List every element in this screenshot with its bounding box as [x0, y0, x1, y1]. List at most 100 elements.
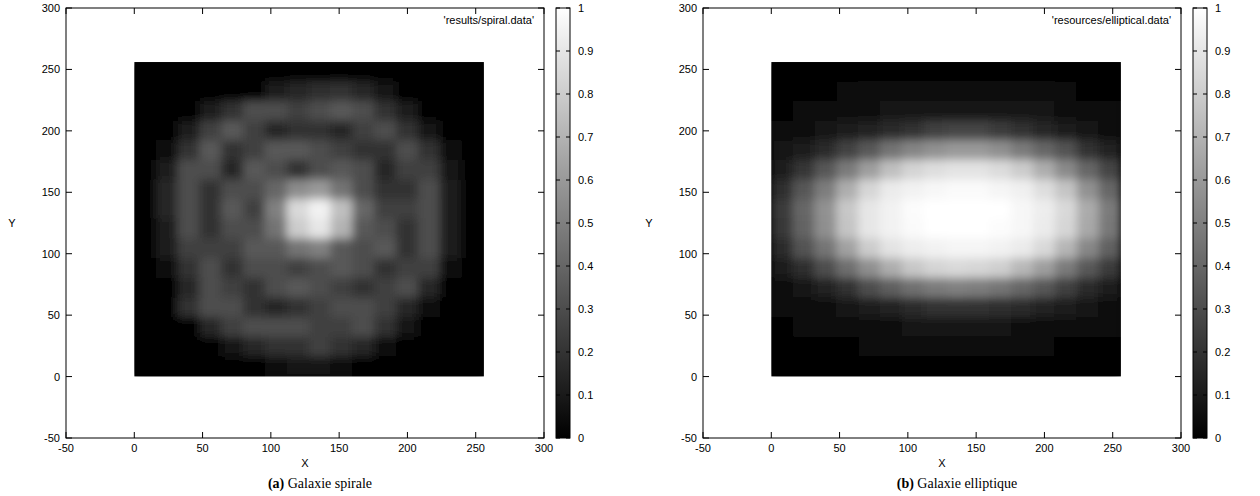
heat-cell: [946, 81, 969, 102]
heat-cell: [967, 140, 990, 161]
x-tick: [339, 432, 340, 438]
colorbar-tick: [556, 94, 560, 95]
heat-cell: [1011, 356, 1034, 376]
heat-cell: [1033, 337, 1056, 358]
heat-cell: [1011, 81, 1034, 102]
heat-cell: [1099, 160, 1121, 181]
heat-cell: [243, 180, 266, 201]
heat-cell: [836, 297, 859, 318]
heat-cell: [156, 238, 179, 259]
heat-cell: [989, 337, 1012, 358]
x-tick: [475, 432, 476, 438]
heat-cell: [177, 101, 200, 122]
heat-cell: [440, 337, 463, 358]
heat-cell: [902, 278, 925, 299]
y-tick-label: 0: [691, 371, 697, 383]
heat-cell: [309, 238, 332, 259]
heat-cell: [989, 121, 1012, 142]
heat-cell: [880, 317, 903, 338]
heat-cell: [1099, 297, 1121, 318]
heat-cell: [1011, 317, 1034, 338]
y-tick-label: 150: [42, 186, 60, 198]
heat-cell: [221, 278, 244, 299]
heat-cell: [462, 337, 484, 358]
colorbar-tick: [1193, 438, 1197, 439]
heat-cell: [1033, 121, 1056, 142]
y-tick: [66, 315, 72, 316]
heat-cell: [880, 219, 903, 240]
heat-cell: [396, 199, 419, 220]
heat-cell: [287, 199, 310, 220]
heat-cell: [858, 219, 881, 240]
heat-cell: [396, 121, 419, 142]
heat-cell: [287, 160, 310, 181]
heat-cell: [374, 337, 397, 358]
heat-cell: [1099, 219, 1121, 240]
heat-cell: [418, 140, 441, 161]
heat-cell: [946, 160, 969, 181]
heat-cell: [814, 199, 837, 220]
heat-cell: [221, 219, 244, 240]
heat-cell: [836, 180, 859, 201]
heat-cell: [418, 219, 441, 240]
heat-cell: [221, 180, 244, 201]
heat-cell: [134, 317, 156, 338]
heat-cell: [177, 238, 200, 259]
heat-cell: [374, 297, 397, 318]
heat-cell: [440, 356, 463, 376]
heat-cell: [771, 337, 793, 358]
y-tick: [66, 253, 72, 254]
heat-cell: [177, 317, 200, 338]
heat-cell: [418, 81, 441, 102]
heat-cell: [814, 317, 837, 338]
y-tick-right: [538, 130, 544, 131]
heat-cell: [330, 160, 353, 181]
heat-cell: [793, 258, 816, 279]
colorbar-tick-right: [1203, 51, 1207, 52]
colorbar-tick: [1193, 94, 1197, 95]
heat-cell: [374, 121, 397, 142]
heat-cell: [858, 238, 881, 259]
heat-cell: [156, 199, 179, 220]
heat-cell: [134, 101, 156, 122]
heat-cell: [374, 317, 397, 338]
heat-cell: [462, 238, 484, 259]
heat-cell: [418, 160, 441, 181]
heat-cell: [287, 278, 310, 299]
heat-cell: [967, 356, 990, 376]
heat-cell: [199, 121, 222, 142]
heat-cell: [177, 219, 200, 240]
heat-cell: [352, 238, 375, 259]
heat-cell: [989, 278, 1012, 299]
colorbar-tick: [1193, 266, 1197, 267]
heat-cell: [330, 258, 353, 279]
x-tick-label: 150: [330, 442, 348, 454]
heat-cell: [352, 101, 375, 122]
y-tick: [66, 376, 72, 377]
heat-cell: [793, 62, 816, 82]
heat-cell: [858, 62, 881, 82]
heat-cell: [1033, 101, 1056, 122]
heat-cell: [836, 317, 859, 338]
heat-cell: [440, 258, 463, 279]
heat-cell: [287, 180, 310, 201]
heat-cell: [221, 121, 244, 142]
heat-cell: [836, 160, 859, 181]
heat-cell: [462, 81, 484, 102]
colorbar-tick: [556, 137, 560, 138]
heat-cell: [134, 356, 156, 376]
heat-cell: [902, 180, 925, 201]
heat-cell: [836, 101, 859, 122]
colorbar-tick-label: 1: [578, 2, 584, 14]
panel: 'resources/elliptical.data'-500501001502…: [645, 2, 1230, 492]
heat-cell: [199, 180, 222, 201]
heat-cell: [287, 297, 310, 318]
heat-cell: [243, 81, 266, 102]
heat-cell: [199, 278, 222, 299]
heat-cell: [177, 337, 200, 358]
heat-cell: [265, 62, 288, 82]
colorbar-tick: [1193, 395, 1197, 396]
heat-cell: [396, 180, 419, 201]
heat-cell: [177, 81, 200, 102]
colorbar-tick: [556, 51, 560, 52]
